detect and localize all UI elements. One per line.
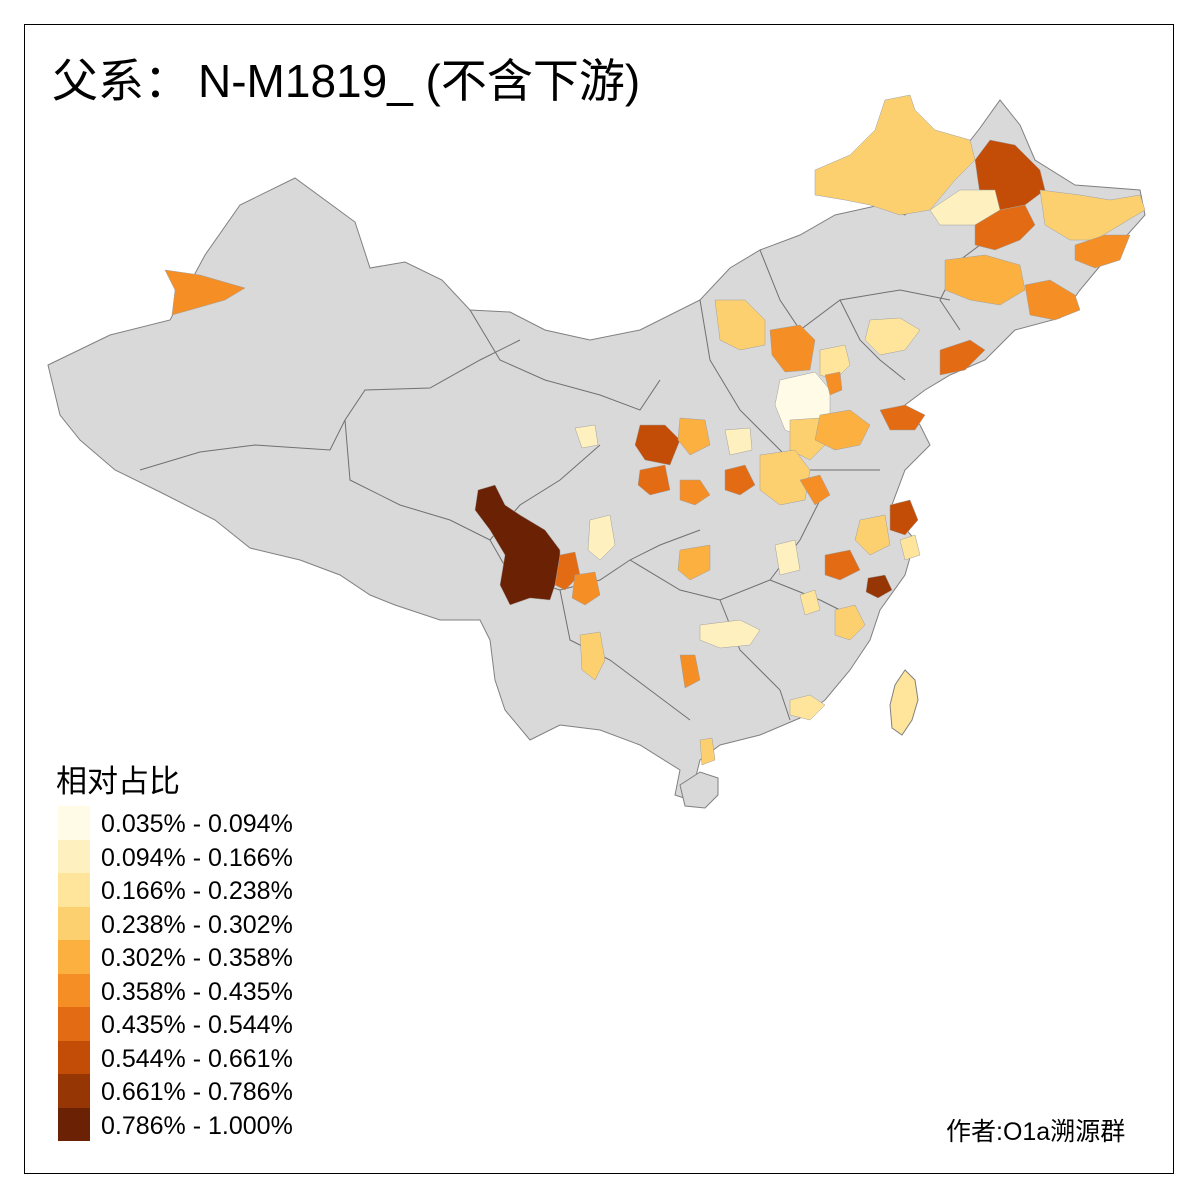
legend-swatch [58,873,90,907]
title-prefix: 父系： [52,54,190,108]
region-zhejiang [865,574,893,599]
region-fujian [834,604,866,641]
title-haplogroup: N-M1819_ (不含下游) [198,55,641,107]
region-anhui [824,549,861,581]
region-yunnan-north [579,631,606,681]
hainan-island [679,771,719,809]
legend-swatch [58,806,90,840]
region-henan-west [724,464,756,496]
region-shandong [879,404,926,431]
legend-label: 0.661% - 0.786% [101,1078,293,1106]
region-shaanxi-hanzhong [679,479,711,506]
region-shanghai-area [899,534,921,561]
region-sichuan-west [474,484,561,606]
legend-swatch [58,1007,90,1041]
region-jilin-east [1024,279,1081,321]
author-credit: 作者:O1a溯源群 [946,1118,1126,1146]
region-liaoning-west [864,317,921,356]
region-shaanxi-south [637,464,671,496]
legend-label: 0.435% - 0.544% [101,1011,293,1039]
region-gansu-east [677,417,711,456]
region-xinjiang-west [164,269,246,316]
legend-swatch [58,1074,90,1108]
region-jiangsu [889,499,919,536]
legend-label: 0.094% - 0.166% [101,843,293,872]
region-beijing-area [824,371,843,396]
region-hebei-north [819,344,851,381]
legend-label: 0.358% - 0.435% [101,977,293,1006]
legend-title: 相对占比 [56,764,180,800]
region-guangdong [789,694,826,721]
legend-swatch [58,1107,90,1141]
legend-swatch [58,839,90,873]
region-anhui-east [854,514,891,556]
shaded-regions [164,94,1146,766]
legend-swatch [58,973,90,1007]
legend-swatch [58,1040,90,1074]
taiwan-island [889,669,919,736]
map-title: 父系： N-M1819_ (不含下游) [52,58,640,104]
region-guangdong-west [699,737,716,766]
legend-swatch [58,906,90,940]
legend-label: 0.786% - 1.000% [101,1111,293,1140]
region-jiangxi [799,589,821,616]
region-shaanxi-north [634,424,681,466]
region-sichuan-ya [571,571,601,606]
region-mudanjiang [1074,234,1131,269]
region-heilongjiang-east [1039,189,1146,241]
legend-swatch [58,940,90,974]
region-henan [759,449,811,506]
legend-label: 0.544% - 0.661% [101,1044,293,1073]
region-inner-mongolia-central [714,299,766,351]
region-henan-east [799,474,831,506]
legend-label: 0.166% - 0.238% [101,877,293,905]
region-shandong-west [814,409,871,451]
region-hunan [774,539,801,576]
region-hubei [677,544,711,581]
region-jilin [944,254,1026,306]
region-shanxi-linfen [724,427,753,456]
region-guizhou [699,619,761,649]
legend-label: 0.302% - 0.358% [101,944,293,972]
legend-label: 0.035% - 0.094% [101,810,293,838]
region-hohhot [769,324,816,373]
legend-label: 0.238% - 0.302% [101,910,293,939]
region-sichuan-south [554,551,581,591]
region-guangxi [679,654,701,689]
region-harbin [974,204,1036,251]
region-hulunbuir [814,94,976,216]
region-sichuan-chengdu [587,514,616,561]
region-liaoning [939,339,986,376]
region-qinghai-east [574,424,599,449]
